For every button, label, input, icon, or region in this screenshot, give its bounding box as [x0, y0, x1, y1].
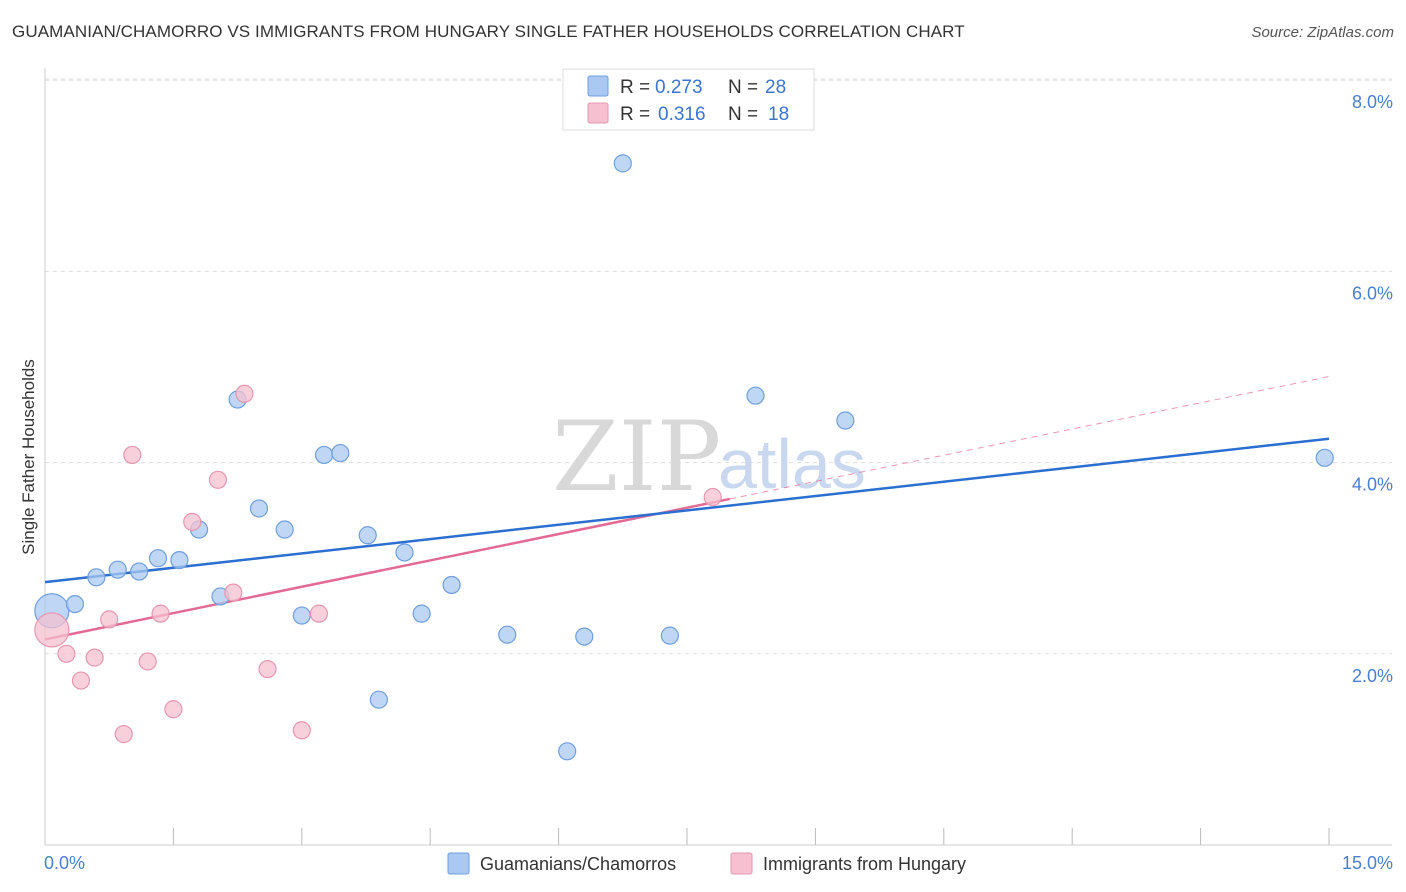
hungary-point-10 [183, 512, 202, 531]
correlation-legend: R = 0.273 N = 28 R = 0.316 N = 18 [562, 68, 815, 131]
source-credit: Source: ZipAtlas.com [1251, 24, 1394, 41]
series-legend-swatch-pink [730, 852, 753, 875]
y-tick-labels: 2.0% 4.0% 6.0% 8.0% [1352, 92, 1393, 686]
hungary-point-15 [292, 721, 311, 740]
hungary-point-13 [235, 384, 254, 403]
guamanians-point-27 [1315, 448, 1334, 467]
guamanians-point-20 [498, 625, 517, 644]
guamanians-point-24 [660, 626, 679, 645]
hungary-point-14 [258, 659, 277, 679]
trendline-guamanians [44, 437, 1330, 584]
watermark-atlas: atlas [718, 425, 866, 503]
guamanians-point-1 [65, 594, 85, 614]
hungary-point-9 [164, 700, 183, 719]
watermark: ZIP atlas [552, 401, 866, 513]
guamanians-point-5 [148, 549, 168, 568]
hungary-point-3 [85, 648, 104, 667]
series-hungary-points [34, 384, 722, 744]
guamanians-point-4 [130, 562, 149, 581]
hungary-point-8 [151, 604, 170, 623]
guamanians-point-23 [613, 154, 632, 173]
y-tick-label-8: 8.0% [1352, 92, 1393, 112]
x-tick-label-max: 15.0% [1342, 853, 1393, 873]
hungary-point-2 [71, 671, 91, 690]
guamanians-point-15 [358, 526, 377, 545]
gridlines [45, 78, 1392, 655]
hungary-point-16 [309, 604, 329, 623]
hungary-point-12 [224, 583, 243, 602]
legend-swatch-blue [587, 75, 609, 97]
legend-r-label-2: R = [620, 104, 650, 125]
guamanians-point-6 [170, 551, 189, 570]
guamanians-point-26 [836, 411, 855, 430]
guamanians-point-2 [87, 568, 106, 587]
y-tick-label-6: 6.0% [1352, 283, 1393, 303]
hungary-point-0 [34, 612, 70, 648]
legend-swatch-pink [587, 102, 609, 124]
guamanians-point-3 [108, 560, 127, 579]
watermark-zip: ZIP [552, 401, 721, 513]
guamanians-point-14 [331, 443, 350, 463]
guamanians-point-21 [558, 742, 577, 761]
legend-n-label-2: N = [728, 104, 758, 125]
hungary-point-7 [138, 652, 157, 671]
y-axis-label: Single Father Households [19, 359, 38, 555]
legend-n-label-1: N = [728, 77, 758, 98]
x-axis-ticks [172, 828, 1330, 845]
y-tick-label-2: 2.0% [1352, 666, 1393, 686]
legend-n-value-1: 28 [765, 77, 786, 98]
guamanians-point-16 [369, 690, 388, 709]
hungary-point-6 [123, 445, 142, 465]
hungary-point-11 [208, 470, 228, 489]
guamanians-point-12 [292, 606, 311, 625]
series-legend: Guamanians/Chamorros Immigrants from Hun… [447, 852, 966, 875]
hungary-point-17 [703, 487, 722, 507]
series-legend-label-guamanians: Guamanians/Chamorros [480, 854, 676, 874]
legend-n-value-2: 18 [768, 104, 789, 125]
guamanians-point-22 [575, 627, 594, 646]
guamanians-point-17 [395, 543, 414, 562]
legend-r-value-2: 0.316 [658, 104, 706, 125]
guamanians-point-18 [412, 604, 431, 623]
x-tick-label-min: 0.0% [44, 853, 85, 873]
legend-r-label-1: R = [620, 77, 650, 98]
series-legend-label-hungary: Immigrants from Hungary [763, 854, 966, 874]
y-tick-label-4: 4.0% [1352, 475, 1393, 495]
hungary-point-4 [100, 610, 119, 629]
guamanians-point-13 [314, 445, 334, 465]
guamanians-point-25 [746, 386, 765, 405]
legend-r-value-1: 0.273 [655, 77, 703, 98]
guamanians-point-11 [275, 520, 294, 539]
trendline-hungary-extension [729, 376, 1330, 500]
series-legend-swatch-blue [447, 852, 470, 875]
guamanians-point-10 [249, 499, 269, 518]
guamanians-point-19 [442, 575, 461, 595]
chart-title: GUAMANIAN/CHAMORRO VS IMMIGRANTS FROM HU… [12, 22, 965, 41]
hungary-point-1 [57, 644, 76, 663]
hungary-point-5 [114, 725, 133, 744]
